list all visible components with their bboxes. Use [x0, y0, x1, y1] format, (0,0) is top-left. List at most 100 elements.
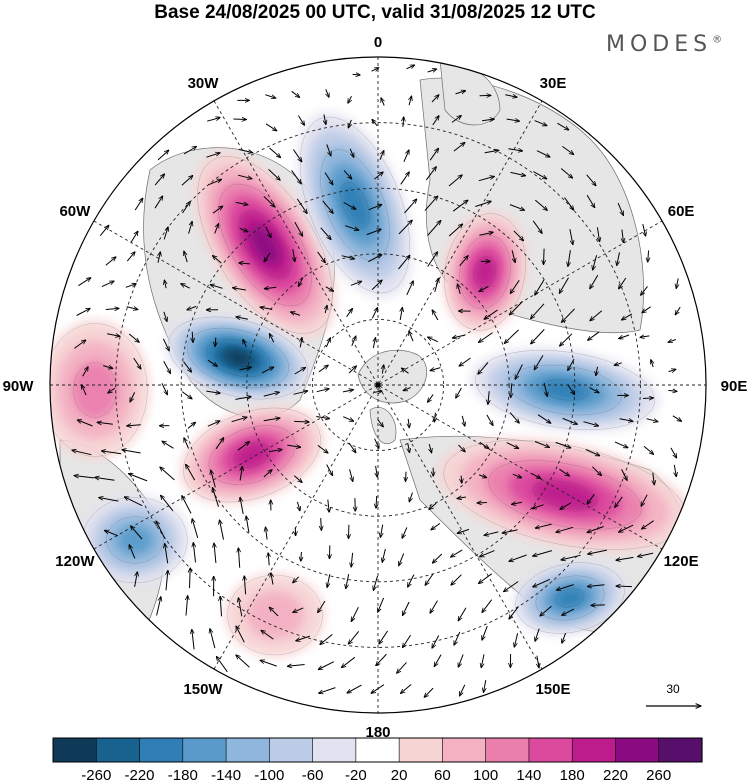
wind-arrow: [351, 336, 356, 346]
wind-arrow: [479, 441, 489, 448]
wind-arrow: [432, 310, 439, 321]
colorbar-bin: [312, 737, 357, 763]
colorbar-bin: [615, 737, 660, 763]
wind-arrow: [511, 383, 512, 397]
wind-arrow: [556, 584, 574, 591]
wind-arrow: [235, 397, 251, 400]
wind-arrow: [220, 520, 224, 540]
wind-arrow: [560, 168, 572, 179]
wind-arrow: [583, 421, 599, 426]
wind-arrow: [297, 115, 304, 126]
wind-arrow: [78, 278, 90, 287]
wind-arrow: [398, 220, 412, 235]
wind-arrow: [206, 153, 220, 158]
wind-arrow: [510, 301, 523, 315]
wind-arrow: [269, 607, 279, 617]
wind-arrow: [478, 176, 495, 182]
wind-arrow: [403, 634, 412, 648]
wind-arrow: [76, 308, 91, 316]
wind-arrow: [124, 497, 143, 507]
wind-arrow: [373, 391, 382, 392]
wind-arrow: [462, 415, 465, 426]
wind-arrow: [183, 147, 196, 155]
wind-arrow: [231, 417, 247, 423]
wind-arrow: [479, 285, 489, 291]
wind-arrow: [562, 608, 575, 615]
wind-arrow: [99, 498, 119, 502]
wind-arrow: [535, 628, 540, 642]
wind-arrow: [668, 340, 676, 343]
wind-arrow: [181, 176, 193, 186]
wind-arrow: [506, 119, 520, 121]
wind-arrow: [427, 252, 438, 267]
wind-arrow: [291, 170, 302, 184]
wind-arrow: [297, 501, 300, 511]
wind-arrow: [480, 550, 495, 557]
wind-arrow: [130, 231, 138, 243]
wind-arrow: [187, 305, 197, 309]
map-boundary: [49, 56, 707, 714]
wind-arrow: [325, 305, 327, 314]
wind-arrow: [643, 445, 654, 454]
wind-arrow: [128, 333, 139, 342]
wind-reference-label: 30: [666, 682, 680, 696]
wind-arrow: [408, 443, 410, 452]
wind-arrow: [373, 338, 375, 349]
wind-arrow: [103, 366, 113, 369]
wind-arrow: [164, 311, 167, 322]
wind-arrow: [616, 556, 634, 560]
wind-arrow: [535, 523, 552, 528]
wind-arrow: [233, 119, 246, 120]
wind-arrow: [456, 387, 462, 398]
wind-arrow: [477, 503, 487, 504]
wind-arrow: [265, 123, 277, 131]
colorbar: -260 -220 -180 -140 -100 -60 -20 20 60 100 140 180 2…: [52, 737, 703, 783]
wind-arrow: [434, 412, 435, 422]
wind-arrow: [238, 148, 253, 152]
wind-arrow: [239, 228, 248, 231]
wind-arrow: [590, 310, 603, 321]
wind-arrow: [614, 441, 628, 448]
wind-arrow: [486, 414, 493, 426]
wind-arrow: [243, 340, 246, 348]
wind-arrow: [537, 414, 551, 424]
wind-arrow: [190, 568, 191, 589]
wind-arrow: [475, 201, 491, 207]
wind-arrow: [451, 549, 463, 557]
wind-arrow: [326, 144, 331, 156]
wind-arrow: [508, 149, 522, 151]
wind-arrow: [543, 383, 547, 396]
wind-arrow: [534, 441, 549, 448]
wind-arrow: [622, 229, 624, 243]
longitude-label: 0: [374, 34, 382, 51]
wind-arrow: [403, 150, 409, 162]
wind-arrow: [424, 687, 434, 697]
wind-arrow: [368, 255, 381, 263]
anomaly-center: [442, 210, 528, 334]
wind-arrow: [208, 179, 222, 186]
wind-arrow: [488, 391, 489, 404]
wind-arrow: [294, 421, 309, 422]
wind-arrow: [430, 600, 438, 614]
wind-arrow: [484, 150, 499, 153]
wind-arrow: [105, 308, 119, 309]
wind-arrow: [237, 174, 252, 179]
wind-arrow: [451, 116, 461, 123]
wind-arrow: [101, 451, 122, 455]
wind-arrow: [161, 495, 174, 512]
wind-arrow: [382, 548, 386, 562]
wind-arrow: [346, 309, 353, 318]
wind-arrow: [325, 338, 330, 348]
wind-vectors: [72, 65, 682, 697]
wind-arrow: [562, 145, 573, 154]
graticule: [50, 57, 706, 713]
wind-arrow: [263, 392, 280, 397]
colorbar-bin: [528, 737, 573, 763]
wind-arrow: [95, 477, 115, 481]
colorbar-bin: [355, 737, 400, 763]
wind-arrow: [585, 449, 600, 456]
colorbar-tick-label: -220: [124, 767, 154, 783]
wind-arrow: [316, 417, 329, 419]
wind-arrow: [154, 174, 164, 186]
wind-arrow: [510, 171, 526, 175]
